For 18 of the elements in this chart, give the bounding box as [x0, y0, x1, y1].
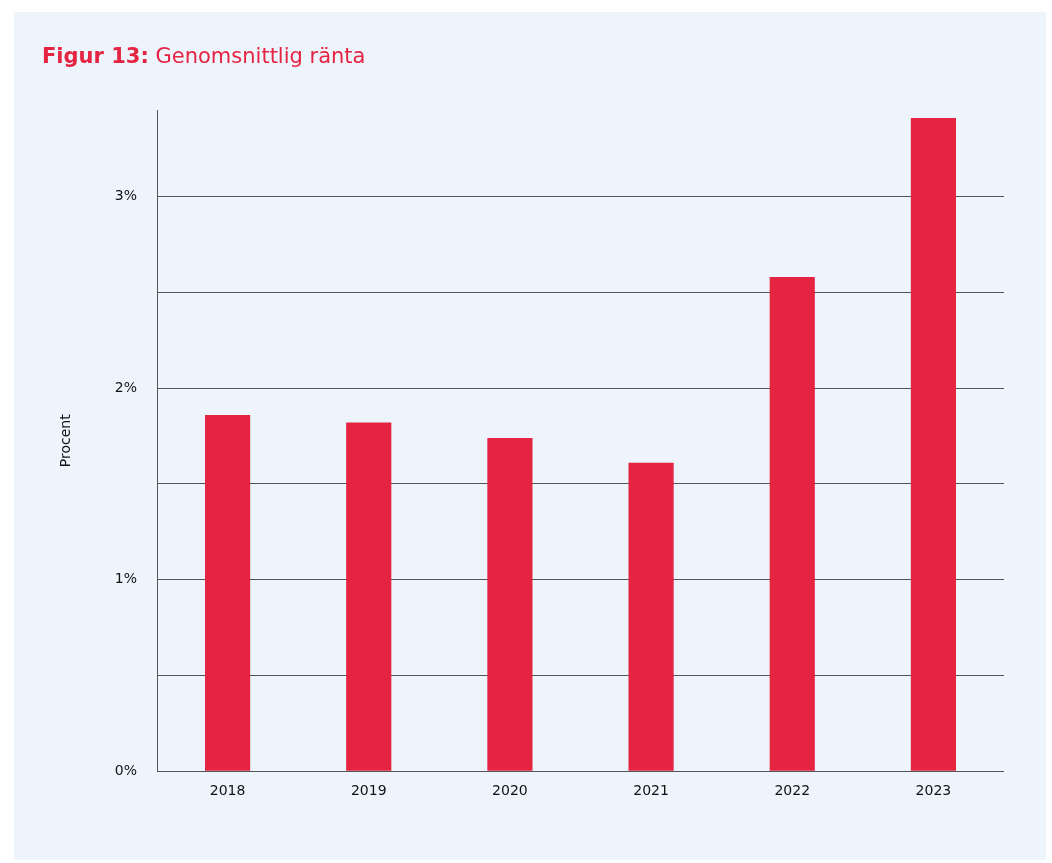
- bar: [205, 414, 251, 771]
- bar: [769, 277, 815, 771]
- chart-title: Figur 13: Genomsnittlig ränta: [42, 44, 366, 68]
- bar: [346, 422, 392, 771]
- x-tick-label: 2022: [774, 782, 811, 799]
- x-tick-label: 2023: [915, 782, 952, 799]
- y-tick-label: 3%: [114, 187, 138, 204]
- y-tick-label: 1%: [114, 570, 138, 587]
- y-axis-title: Procent: [57, 413, 74, 468]
- bar: [487, 437, 533, 771]
- x-tick-label: 2021: [633, 782, 669, 799]
- y-tick-label: 0%: [114, 761, 138, 778]
- bar: [628, 462, 674, 771]
- x-tick-label: 2020: [492, 782, 528, 799]
- y-tick-label: 2%: [114, 378, 138, 395]
- bar: [910, 118, 956, 771]
- x-tick-label: 2018: [209, 782, 246, 799]
- x-tick-label: 2019: [350, 782, 387, 799]
